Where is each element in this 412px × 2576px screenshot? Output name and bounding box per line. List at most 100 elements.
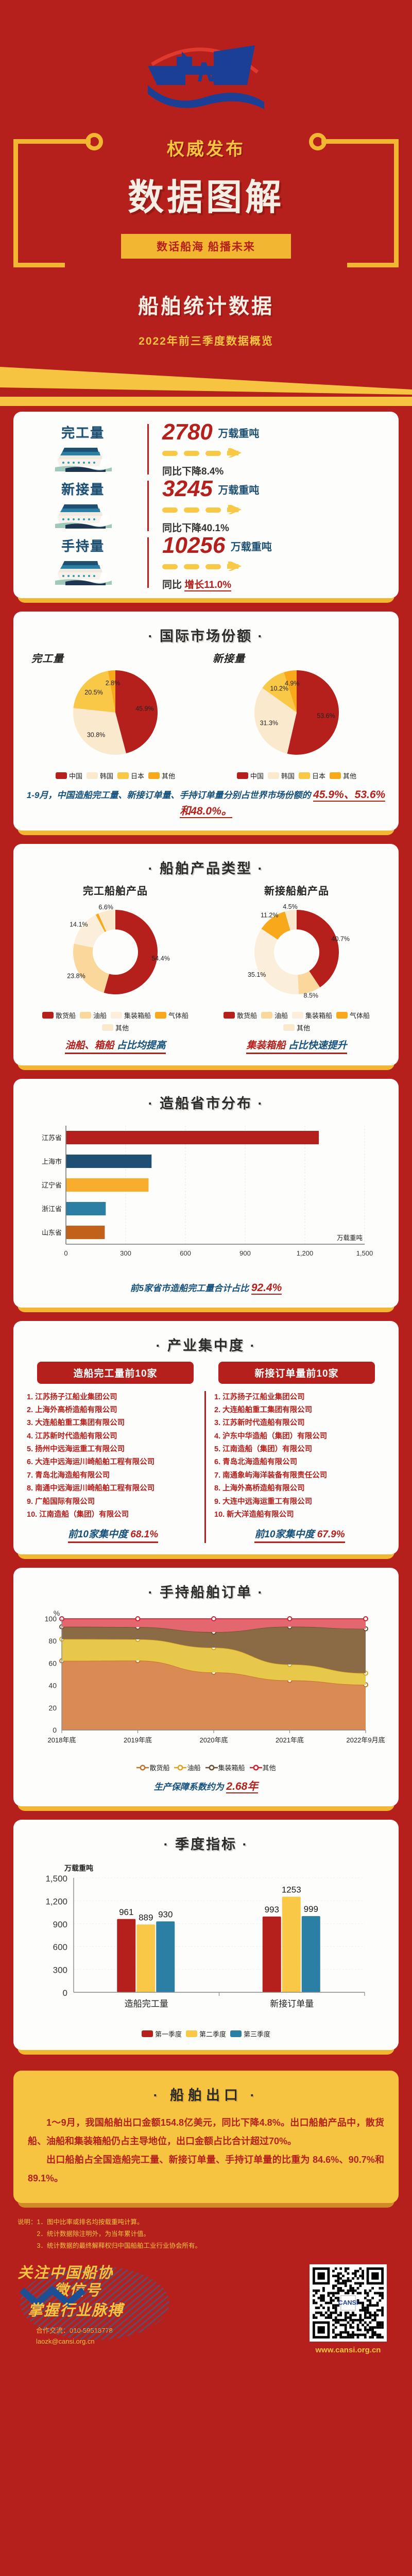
- pie-slice: [73, 708, 126, 755]
- data-point: [287, 1616, 293, 1622]
- legend-swatch: [330, 772, 341, 779]
- ring-right-icon: [309, 133, 327, 150]
- footnote-item: 3．统计数据的最终解释权归中国船舶工业行业协会所有。: [37, 2242, 201, 2249]
- legend-item: 其他: [148, 771, 175, 781]
- bar-value-label: 930: [158, 1909, 173, 1919]
- legend-label: 油船: [187, 1764, 201, 1772]
- legend-item: 散货船: [42, 1010, 76, 1020]
- y-tick-label: 60: [48, 1659, 57, 1668]
- ship-icon: [52, 500, 114, 533]
- footer-line-3: 掌握行业脉搏: [28, 2302, 124, 2319]
- x-tick-label: 2021年底: [276, 1736, 304, 1744]
- legend-swatch: [283, 1024, 295, 1031]
- frame-right-bar: [394, 139, 399, 265]
- bar-value-label: 1253: [282, 1885, 301, 1894]
- legend-item: 日本: [117, 771, 144, 781]
- area-band: [62, 1619, 366, 1633]
- frame-right-bottom: [347, 263, 399, 267]
- product-note-right: 集装箱船 占比快速提升: [210, 1038, 384, 1054]
- company-list-item: 7. 南通象屿海洋装备有限责任公司: [214, 1471, 328, 1480]
- slogan-text: 数话船海 船播未来: [157, 241, 255, 253]
- legend-swatch: [223, 1012, 235, 1019]
- area-band: [62, 1626, 366, 1673]
- legend-swatch: [141, 2030, 153, 2037]
- qr-code[interactable]: CANSI: [310, 2264, 387, 2342]
- legend-item: 集装箱船: [111, 1010, 151, 1020]
- market-share-charts: 完工量 45.9% 30.8% 20.5% 2.8% 中国 韩国 日本 其他 新接量 53.…: [25, 650, 387, 781]
- bar-category-label: 山东省: [42, 1229, 62, 1236]
- legend-swatch: [79, 1012, 91, 1019]
- product-type-card: · 船舶产品类型 · 完工船舶产品 54.4% 23.8% 14.1% 6.6% 散货…: [13, 844, 399, 1065]
- legend-label: 其他: [162, 772, 176, 780]
- market-share-card: · 国际市场份额 · 完工量 45.9% 30.8% 20.5% 2.8% 中国 韩国 日…: [13, 612, 399, 831]
- donut-completion: 完工船舶产品 54.4% 23.8% 14.1% 6.6% 散货船 油船 集装箱船 气体船其…: [28, 883, 202, 1054]
- ship-icon: [52, 557, 114, 589]
- legend-label: 中国: [68, 772, 82, 780]
- quarterly-legend: 第一季度 第二季度 第三季度: [25, 2029, 387, 2039]
- company-list-item: 4. 江苏新时代造船有限公司: [27, 1432, 117, 1440]
- axis-unit-label: 万载重吨: [337, 1234, 363, 1242]
- donut-legend: 散货船 油船 集装箱船 气体船 其他: [28, 1010, 202, 1032]
- pill-completion[interactable]: 造船完工量前10家: [37, 1361, 194, 1384]
- legend-swatch: [230, 2030, 242, 2037]
- company-list-right-col: 1. 江苏扬子江船业集团公司 2. 大连船舶重工集团有限公司 3. 江苏新时代造船有…: [206, 1391, 387, 1544]
- y-tick-label: 80: [48, 1637, 57, 1645]
- company-list-item: 4. 沪东中华造船（集团）有限公司: [214, 1432, 328, 1440]
- kpi-card: 完工量: [13, 412, 399, 598]
- export-paragraph-2: 出口船舶占全国造船完工量、新接订单量、手持订单量的比重为 84.6%、90.7%…: [28, 2154, 384, 2183]
- province-section: · 造船省市分布 · 0 300 600 900 1,200 1,500 江苏省 上海市 辽宁省…: [0, 1079, 412, 1312]
- company-list-item: 8. 南通中远海运川崎船舶工程有限公司: [27, 1484, 155, 1493]
- kpi-unit: 万载重吨: [218, 484, 260, 496]
- infographic-page: NSI 权威发布 数据图解 数话船海 船播未来 船舶统计数据 2022年前三季度…: [0, 45, 412, 2355]
- footer-right: CANSI www.cansi.org.cn: [302, 2264, 394, 2354]
- kpi-unit: 万载重吨: [230, 541, 272, 553]
- legend-label: 第二季度: [199, 2030, 226, 2038]
- pill-neworders[interactable]: 新接订单量前10家: [218, 1361, 375, 1384]
- kpi-left: 手持量: [19, 536, 147, 589]
- bar: [282, 1896, 301, 1992]
- bar: [117, 1919, 136, 1992]
- x-tick-label: 1,500: [356, 1249, 373, 1257]
- legend-label: 韩国: [281, 772, 295, 780]
- grouped-bar-wrap: 0 300 600 900 1,200 1,500 万载重吨 961 889 930 造船完工量 99…: [25, 1857, 387, 2025]
- legend-item: 日本: [299, 771, 325, 781]
- pie-slice-label: 14.1%: [70, 921, 88, 928]
- concentration-note-right: 前10家集中度 67.9%: [212, 1527, 387, 1544]
- concentration-card: · 产业集中度 · 造船完工量前10家 新接订单量前10家 1. 江苏扬子江船业…: [13, 1320, 399, 1555]
- note-prefix: 1-9月，中国造船完工量、新接订单量、手持订单量分别占世界市场份额的: [26, 790, 314, 800]
- legend-item: 中国: [236, 771, 264, 781]
- export-section: · 船舶出口 · 1～9月，我国船舶出口金额154.8亿美元，同比下降4.8%。…: [0, 2070, 412, 2208]
- pie-slice: [74, 914, 105, 948]
- company-list-item: 10. 新大洋造船有限公司: [214, 1510, 294, 1519]
- frame-left-bar: [13, 139, 18, 265]
- bar-group-label: 造船完工量: [125, 1999, 168, 2009]
- legend-item: 第三季度: [230, 2029, 270, 2039]
- x-tick-label: 300: [120, 1249, 131, 1257]
- kpi-row-completion: 完工量: [19, 421, 393, 478]
- pie-slice-label: 11.2%: [261, 911, 279, 919]
- bar-value-label: 999: [304, 1904, 318, 1914]
- pill-right-wrap: 新接订单量前10家: [210, 1361, 384, 1391]
- company-list-item: 6. 青岛北海造船有限公司: [214, 1458, 298, 1467]
- pie-slice: [73, 671, 115, 713]
- footnote-item: 1．图中比率或排名均按载重吨计算。: [37, 2218, 144, 2226]
- legend-label: 日本: [312, 772, 326, 780]
- export-title: · 船舶出口 ·: [153, 2087, 259, 2103]
- kpi-divider: [147, 537, 149, 588]
- pie-slice: [115, 670, 158, 754]
- legend-item: 气体船: [155, 1010, 188, 1020]
- kpi-value: 3245: [162, 476, 213, 501]
- legend-swatch: [86, 772, 98, 779]
- x-tick-label: 2019年底: [124, 1736, 152, 1744]
- legend-label: 其他: [296, 1024, 310, 1032]
- company-list-item: 7. 青岛北海造船有限公司: [27, 1471, 110, 1480]
- province-card: · 造船省市分布 · 0 300 600 900 1,200 1,500 江苏省 上海市 辽宁省…: [13, 1079, 399, 1308]
- kpi-left: 新接量: [19, 479, 147, 533]
- pie-slice-label: 4.9%: [285, 680, 300, 687]
- pie-slice: [261, 911, 290, 940]
- y-tick-label: 20: [48, 1704, 57, 1712]
- legend-swatch: [101, 1024, 113, 1031]
- company-lists: 1. 江苏扬子江船业集团公司 2. 上海外高桥造船有限公司 3. 大连船舶重工集团有…: [25, 1391, 387, 1544]
- legend-label: 第三季度: [244, 2030, 271, 2038]
- main-title: 数据图解: [128, 177, 284, 217]
